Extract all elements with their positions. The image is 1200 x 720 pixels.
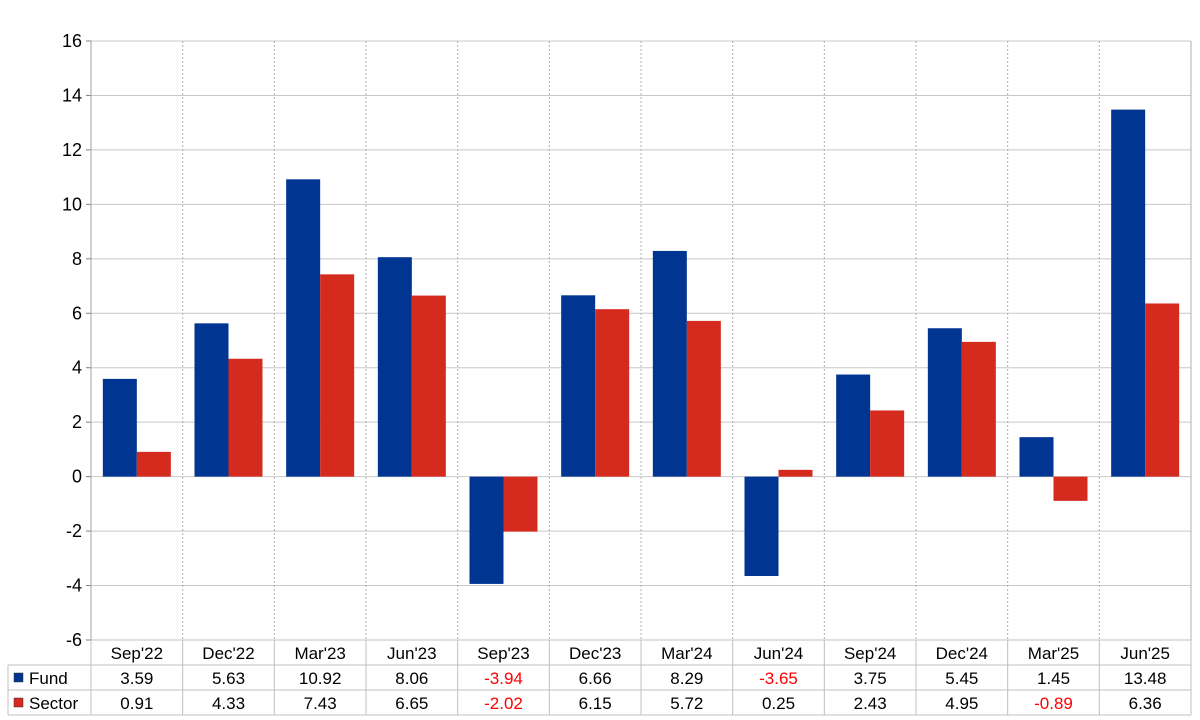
- data-label-fund-0: 3.59: [120, 669, 153, 688]
- data-label-fund-2: 10.92: [299, 669, 342, 688]
- bar-sector-6: [686, 320, 721, 477]
- y-tick-label: 14: [62, 85, 82, 105]
- x-category-label: Jun'24: [754, 644, 804, 663]
- bar-sector-9: [961, 341, 996, 477]
- x-category-label: Sep'24: [844, 644, 896, 663]
- bar-fund-11: [1111, 109, 1146, 477]
- data-label-sector-3: 6.65: [395, 694, 428, 713]
- y-tick-label: -2: [66, 521, 82, 541]
- bar-fund-4: [469, 476, 504, 584]
- bar-fund-8: [836, 374, 871, 477]
- y-tick-label: 16: [62, 31, 82, 51]
- data-label-fund-8: 3.75: [854, 669, 887, 688]
- x-category-label: Dec'24: [936, 644, 988, 663]
- data-label-fund-7: -3.65: [759, 669, 798, 688]
- bar-sector-7: [778, 469, 813, 477]
- bar-sector-2: [320, 274, 355, 477]
- data-label-sector-5: 6.15: [579, 694, 612, 713]
- data-label-fund-3: 8.06: [395, 669, 428, 688]
- data-label-fund-5: 6.66: [579, 669, 612, 688]
- data-label-sector-1: 4.33: [212, 694, 245, 713]
- legend-label-fund: Fund: [29, 669, 68, 688]
- y-tick-label: 6: [72, 303, 82, 323]
- bar-fund-9: [927, 328, 962, 477]
- x-category-label: Mar'25: [1028, 644, 1079, 663]
- data-label-sector-10: -0.89: [1034, 694, 1073, 713]
- bar-fund-6: [652, 250, 687, 477]
- data-table: Sep'22 Dec'22 Mar'23 Jun'23 Sep'23 Dec'23 Mar'…: [7, 639, 1192, 716]
- bar-fund-10: [1019, 437, 1054, 477]
- x-category-label: Jun'23: [387, 644, 437, 663]
- bar-sector-0: [136, 451, 171, 477]
- bar-fund-0: [102, 378, 137, 477]
- y-tick-label: 8: [72, 249, 82, 269]
- data-label-fund-9: 5.45: [945, 669, 978, 688]
- x-category-label: Sep'22: [111, 644, 163, 663]
- bars: [102, 109, 1180, 584]
- data-label-sector-9: 4.95: [945, 694, 978, 713]
- data-label-fund-1: 5.63: [212, 669, 245, 688]
- x-category-label: Mar'23: [294, 644, 345, 663]
- y-tick-label: 10: [62, 194, 82, 214]
- y-tick-label: -4: [66, 576, 82, 596]
- y-axis: -6 -4 -2 0 2 4 6 8 10 12 14 16: [62, 31, 92, 650]
- x-category-label: Dec'22: [202, 644, 254, 663]
- bar-fund-3: [377, 257, 412, 477]
- bar-sector-4: [503, 476, 538, 532]
- bar-sector-1: [228, 358, 263, 477]
- data-label-fund-4: -3.94: [484, 669, 523, 688]
- data-label-sector-8: 2.43: [854, 694, 887, 713]
- x-category-label: Mar'24: [661, 644, 712, 663]
- bar-sector-8: [870, 410, 905, 477]
- y-tick-label: 12: [62, 140, 82, 160]
- x-category-label: Sep'23: [477, 644, 529, 663]
- y-tick-label: 2: [72, 412, 82, 432]
- legend-swatch-fund: [13, 672, 24, 683]
- bar-fund-5: [561, 295, 596, 477]
- data-label-sector-2: 7.43: [304, 694, 337, 713]
- y-tick-label: -6: [66, 630, 82, 650]
- bar-fund-7: [744, 476, 779, 577]
- data-label-fund-10: 1.45: [1037, 669, 1070, 688]
- x-category-label: Dec'23: [569, 644, 621, 663]
- bar-sector-11: [1145, 303, 1180, 477]
- data-label-sector-11: 6.36: [1129, 694, 1162, 713]
- data-label-fund-6: 8.29: [670, 669, 703, 688]
- data-label-sector-4: -2.02: [484, 694, 523, 713]
- bar-fund-2: [286, 179, 321, 477]
- data-label-sector-7: 0.25: [762, 694, 795, 713]
- legend-label-sector: Sector: [29, 694, 78, 713]
- grid: [90, 40, 1192, 641]
- x-category-label: Jun'25: [1120, 644, 1170, 663]
- bar-sector-5: [595, 309, 630, 477]
- bar-fund-1: [194, 323, 229, 477]
- bar-sector-10: [1053, 476, 1088, 501]
- bar-sector-3: [411, 295, 446, 477]
- y-tick-label: 0: [72, 467, 82, 487]
- data-label-sector-0: 0.91: [120, 694, 153, 713]
- y-tick-label: 4: [72, 358, 82, 378]
- data-label-sector-6: 5.72: [670, 694, 703, 713]
- legend-swatch-sector: [13, 697, 24, 708]
- data-label-fund-11: 13.48: [1124, 669, 1167, 688]
